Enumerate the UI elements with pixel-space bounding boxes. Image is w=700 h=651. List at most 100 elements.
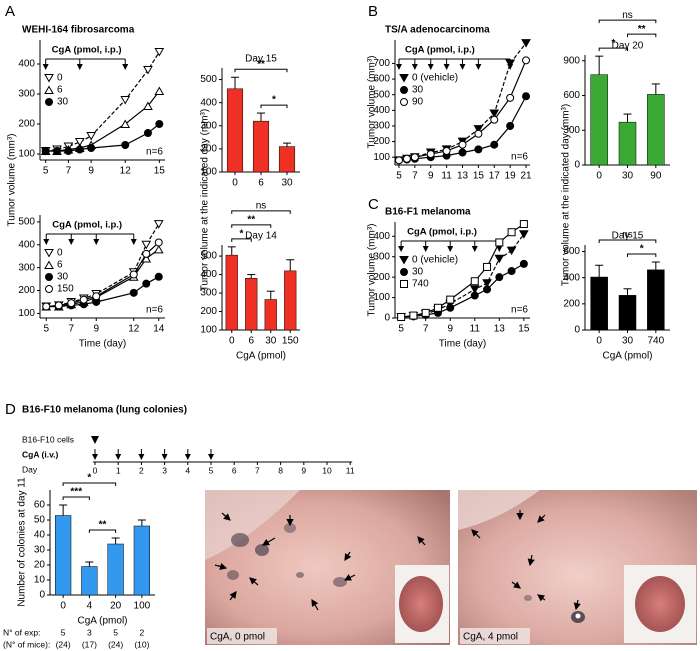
marker	[507, 228, 516, 237]
marker	[458, 148, 467, 157]
marker	[41, 147, 50, 155]
y-tick-label: 400	[18, 59, 35, 70]
marker	[519, 220, 528, 229]
x-tick-label: 15	[518, 324, 530, 335]
y-tick-label: 400	[18, 239, 35, 250]
marker	[155, 120, 164, 128]
table-label: (N° of mice):	[3, 639, 50, 649]
chart-title: WEHI-164 fibrosarcoma	[22, 25, 135, 36]
y-tick-label: 100	[200, 325, 217, 336]
significance-bracket	[62, 482, 117, 486]
x-tick-label: 0	[596, 336, 602, 347]
significance-bracket	[231, 210, 291, 214]
timeline-day: 6	[232, 465, 237, 475]
y-tick-label: 50	[34, 515, 46, 526]
chart-title: B16-F1 melanoma	[385, 207, 471, 218]
chart-title: Day 15	[612, 231, 644, 242]
y-tick-label: 100	[18, 308, 35, 319]
significance-bracket	[62, 496, 90, 500]
timeline-day: 5	[209, 465, 214, 475]
marker	[522, 92, 531, 101]
x-tick-label: 740	[647, 336, 664, 347]
marker	[44, 249, 54, 258]
x-tick-label: 6	[248, 336, 254, 347]
marker	[153, 220, 164, 229]
significance-bracket	[234, 68, 288, 73]
marker	[426, 150, 435, 159]
x-tick-label: 15	[154, 166, 166, 177]
timeline-day: 7	[255, 465, 260, 475]
x-tick-label: 150	[282, 336, 299, 347]
x-tick-label: 7	[68, 324, 74, 335]
x-axis-label: CgA (pmol)	[236, 351, 286, 362]
legend-label: 6	[57, 260, 63, 271]
x-tick-label: 17	[489, 171, 501, 182]
marker	[44, 260, 54, 269]
y-tick-label: 700	[373, 58, 390, 69]
significance-label: *	[87, 473, 91, 484]
marker	[474, 129, 483, 138]
x-axis-label: Time (day)	[439, 339, 486, 350]
photo-left	[205, 490, 450, 645]
x-tick-label: 4	[87, 601, 93, 612]
marker	[87, 144, 96, 152]
x-tick-label: 19	[505, 171, 517, 182]
marker	[495, 238, 504, 247]
x-tick-label: 15	[473, 171, 485, 182]
significance-bracket	[231, 224, 272, 228]
significance-bracket	[598, 239, 657, 243]
marker	[45, 273, 53, 281]
legend-label: 90	[412, 97, 424, 108]
y-tick-label: 100	[200, 167, 217, 178]
marker	[400, 98, 408, 106]
marker	[507, 267, 516, 276]
y-tick-label: 500	[200, 251, 217, 262]
y-tick-label: 200	[200, 144, 217, 155]
marker	[86, 132, 96, 141]
legend-label: 0 (vehicle)	[412, 73, 458, 84]
marker	[433, 303, 442, 312]
photo-caption: CgA, 4 pmol	[463, 632, 518, 643]
x-tick-label: 21	[520, 171, 532, 182]
marker	[400, 86, 408, 94]
panel-letter: B	[368, 3, 378, 20]
y-tick-label: 400	[373, 105, 390, 116]
significance-bracket	[627, 33, 657, 38]
y-tick-label: 300	[18, 262, 35, 273]
y-tick-label: 0	[384, 313, 390, 324]
n-label: n=6	[146, 147, 163, 158]
marker	[154, 48, 165, 57]
marker	[442, 146, 451, 155]
timeline-day: 1	[116, 465, 121, 475]
legend-label: 740	[412, 279, 429, 290]
y-tick-label: 300	[373, 121, 390, 132]
marker	[483, 262, 492, 271]
marker	[483, 285, 492, 294]
marker	[421, 308, 430, 317]
legend-label: 30	[57, 97, 69, 108]
bar	[225, 254, 238, 331]
bar	[226, 88, 244, 173]
chart-title: TS/A adenocarcinoma	[385, 25, 490, 36]
n-label: n=6	[511, 305, 528, 316]
y-tick-label: 10	[34, 575, 46, 586]
y-axis-label: Tumor volume (mm³)	[367, 56, 378, 149]
marker	[120, 96, 131, 105]
marker	[120, 119, 131, 128]
chart-title: Day 14	[245, 231, 277, 242]
marker	[473, 125, 484, 134]
marker	[506, 246, 517, 256]
x-axis-label: CgA (pmol)	[77, 616, 127, 627]
x-tick-label: 0	[596, 171, 602, 182]
marker	[154, 86, 165, 95]
panel-letter: D	[5, 401, 16, 418]
significance-label: *	[272, 95, 276, 106]
marker	[410, 153, 419, 162]
y-tick-label: 300	[18, 89, 35, 100]
marker	[141, 240, 152, 250]
timeline-day: 10	[322, 465, 332, 475]
marker	[506, 93, 515, 102]
panel-title: B16-F10 melanoma (lung colonies)	[22, 405, 187, 416]
marker	[397, 312, 406, 321]
marker	[79, 295, 88, 304]
